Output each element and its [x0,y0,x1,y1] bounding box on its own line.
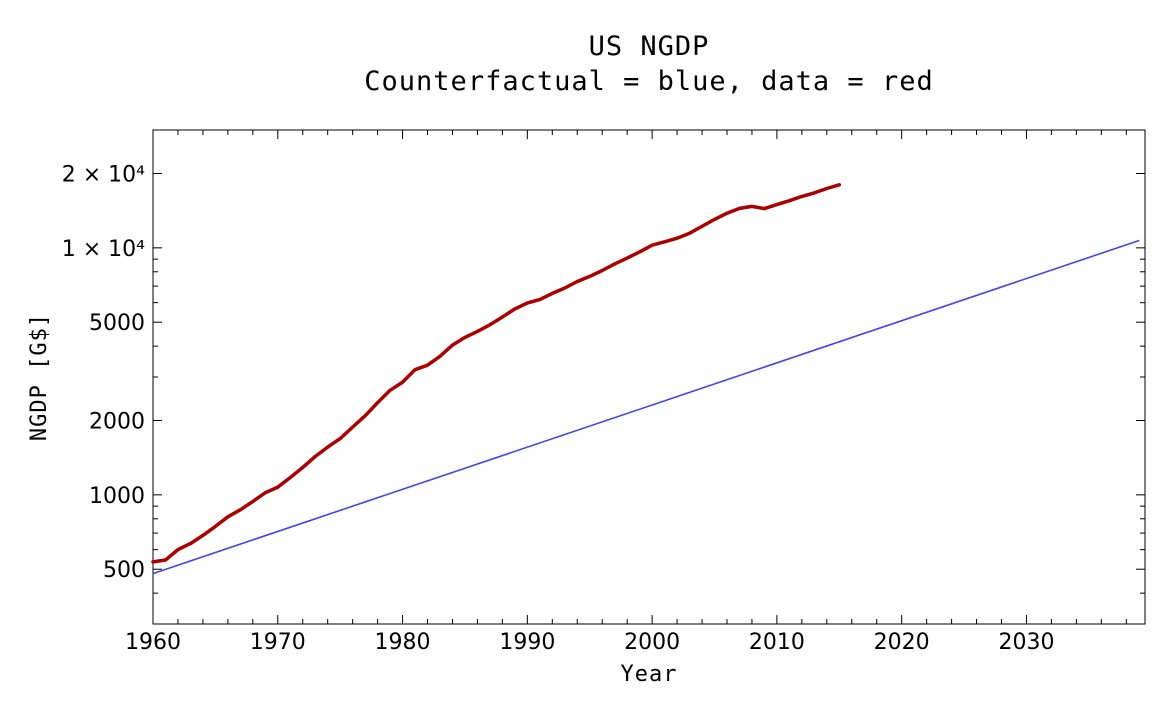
x-tick-label: 2010 [749,630,805,655]
y-tick-label: 1 × 10⁴ [62,237,145,262]
x-tick-label: 2030 [998,630,1054,655]
series-line-counterfactual [152,239,1140,575]
y-tick-label: 1000 [89,484,145,509]
y-tick-label: 2 × 10⁴ [62,162,145,187]
plot-frame [152,129,1146,625]
series-line-data [151,183,842,564]
y-tick-label: 2000 [89,409,145,434]
x-tick-label: 1970 [250,630,306,655]
y-axis-label: NGDP [G$] [27,313,52,441]
x-tick-label: 1990 [499,630,555,655]
y-tick-label: 500 [103,558,145,583]
x-tick-label: 2000 [624,630,680,655]
x-axis: 1960 1970 1980 1990 2000 2010 2020 2030 [125,130,1054,655]
x-tick-label: 1960 [125,630,181,655]
chart-subtitle: Counterfactual = blue, data = red [364,66,933,97]
x-axis-label: Year [621,662,678,687]
minor-ticks [153,129,1145,625]
chart-title: US NGDP [589,31,710,62]
x-tick-label: 1980 [375,630,431,655]
x-tick-label: 2020 [874,630,930,655]
series-group [151,183,1140,575]
y-tick-label: 5000 [89,311,145,336]
y-axis: 500 1000 2000 5000 1 × 10⁴ 2 × 10⁴ [62,162,1145,583]
